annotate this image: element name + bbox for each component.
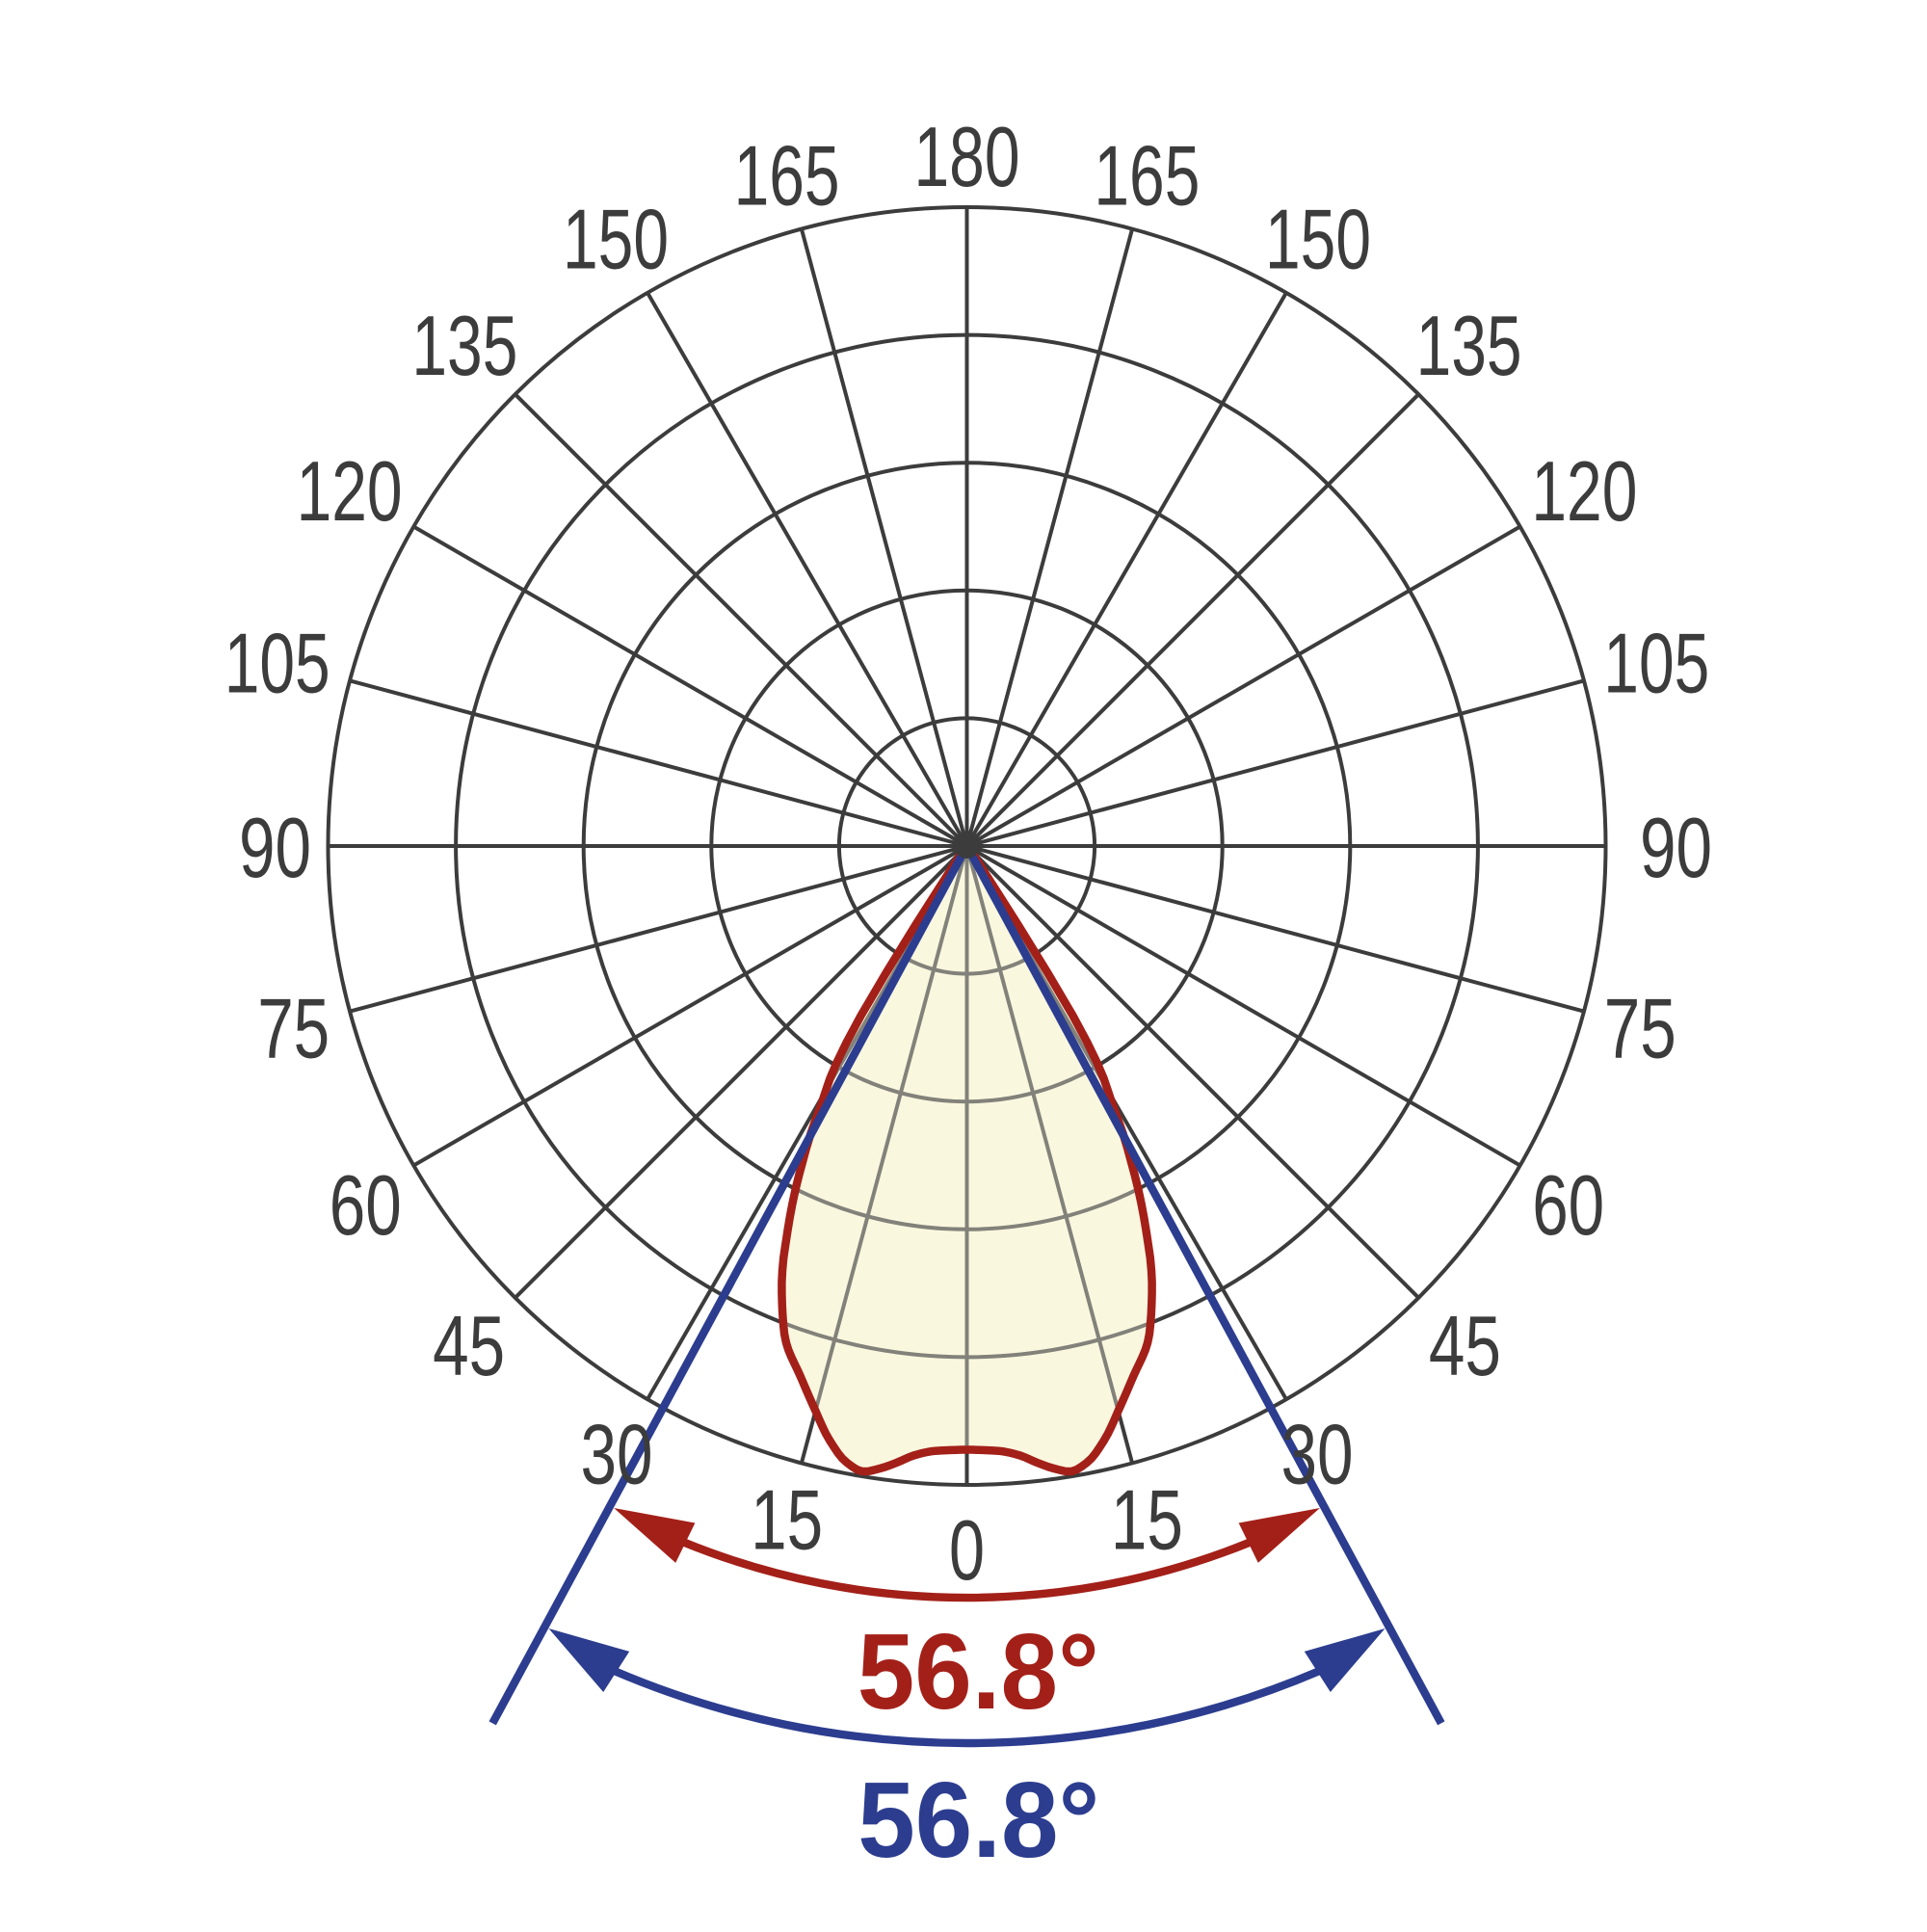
svg-text:120: 120 — [297, 443, 403, 539]
svg-text:135: 135 — [411, 298, 517, 393]
svg-text:45: 45 — [1429, 1298, 1501, 1393]
svg-text:75: 75 — [257, 980, 330, 1075]
svg-text:30: 30 — [581, 1407, 653, 1502]
svg-text:0: 0 — [949, 1502, 985, 1598]
svg-text:150: 150 — [563, 192, 669, 287]
svg-text:45: 45 — [433, 1298, 505, 1393]
svg-text:60: 60 — [330, 1157, 402, 1253]
svg-text:15: 15 — [751, 1472, 823, 1568]
svg-text:15: 15 — [1111, 1472, 1183, 1568]
svg-text:135: 135 — [1416, 298, 1522, 393]
svg-text:105: 105 — [1603, 615, 1709, 710]
svg-text:165: 165 — [734, 128, 840, 224]
svg-text:30: 30 — [1281, 1407, 1354, 1502]
svg-text:120: 120 — [1531, 443, 1637, 539]
svg-text:56.8°: 56.8° — [858, 1612, 1099, 1732]
svg-text:56.8°: 56.8° — [858, 1760, 1099, 1880]
svg-text:150: 150 — [1265, 192, 1371, 287]
svg-text:60: 60 — [1532, 1157, 1604, 1253]
svg-text:105: 105 — [224, 615, 330, 710]
svg-text:180: 180 — [914, 109, 1020, 204]
svg-text:165: 165 — [1094, 128, 1200, 224]
svg-text:90: 90 — [1640, 800, 1712, 895]
svg-text:75: 75 — [1604, 980, 1676, 1075]
svg-text:90: 90 — [239, 800, 311, 895]
